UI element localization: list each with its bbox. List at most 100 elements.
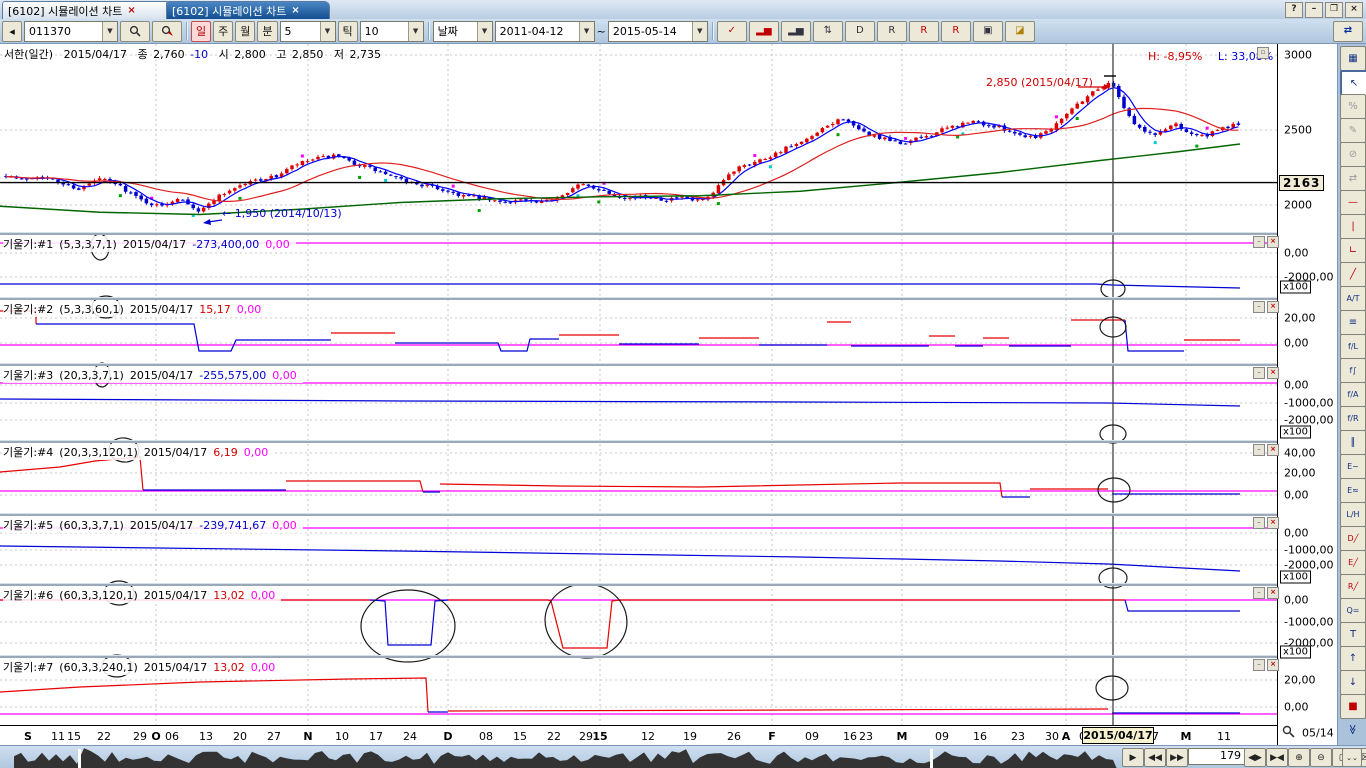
pattern-e-icon[interactable]: E╱ [1340,550,1366,575]
panel-splitter[interactable] [0,297,1277,300]
new-chart-button[interactable]: D [844,20,875,42]
text-tool-icon[interactable]: T [1340,622,1366,647]
rewind-button[interactable]: ◀◀ [1144,748,1166,767]
quote-icon[interactable]: Q= [1340,598,1366,623]
panel-close-icon[interactable]: × [1267,444,1279,456]
fib-curve-icon[interactable]: f∫ [1340,358,1366,383]
panel-splitter[interactable] [0,232,1277,235]
panel-close-icon[interactable]: × [1267,517,1279,529]
search-button[interactable] [120,20,150,42]
panel-minimize-icon[interactable]: – [1253,367,1265,379]
panel-close-icon[interactable]: × [1267,587,1279,599]
chevron-down-icon[interactable]: ▼ [476,21,492,41]
vertical-line-icon[interactable]: | [1340,214,1366,239]
period-minute-button[interactable]: 분 [257,20,278,42]
more-tools-icon[interactable]: ≫ [1346,724,1358,735]
restore-button[interactable]: ❐ [1325,2,1343,18]
period-week-button[interactable]: 주 [213,20,234,42]
minimize-button[interactable]: – [1305,2,1323,18]
panel-minimize-icon[interactable]: – [1253,659,1265,671]
maximize-icon[interactable]: ▫ [1257,47,1269,59]
chart-style-button[interactable]: ✓ [716,20,747,42]
period-month-button[interactable]: 월 [235,20,256,42]
chevron-down-icon[interactable]: ▼ [578,21,594,41]
scroll-more-icon[interactable]: ⌄⌄ [1342,748,1362,767]
parallel-channel-icon[interactable]: ∥ [1340,430,1366,455]
panel-minimize-icon[interactable]: – [1253,444,1265,456]
save-button[interactable]: ▣ [972,20,1003,42]
tick-combo[interactable]: 10 ▼ [359,20,424,42]
erase-icon[interactable]: ⊘ [1340,142,1366,167]
indicator-add-button[interactable]: ▂▅ [748,20,779,42]
fibonacci-lines-icon[interactable]: ≡ [1340,310,1366,335]
volume-navigator[interactable] [0,746,1120,768]
navigator-handle[interactable] [930,749,933,768]
panel-splitter[interactable] [0,655,1277,658]
panel-close-icon[interactable]: × [1267,236,1279,248]
period-tick-button[interactable]: 틱 [337,20,358,42]
sort-updown-button[interactable]: ⇅ [812,20,843,42]
chevron-down-icon[interactable]: ▼ [691,21,707,41]
minute-combo[interactable]: 5 ▼ [279,20,336,42]
horizontal-line-icon[interactable]: — [1340,190,1366,215]
panel-minimize-icon[interactable]: – [1253,517,1265,529]
arrow-up-icon[interactable]: ↑ [1340,646,1366,671]
edit-pen-icon[interactable]: ✎ [1340,118,1366,143]
panel-close-icon[interactable]: × [1267,301,1279,313]
play-button[interactable]: ▶ [1122,748,1144,767]
diagonal-line-icon[interactable]: ╱ [1340,262,1366,287]
fib-levels-icon[interactable]: f/L [1340,334,1366,359]
panel-minimize-icon[interactable]: – [1253,301,1265,313]
panel-splitter[interactable] [0,363,1277,366]
elliott-wave-icon[interactable]: E~ [1340,454,1366,479]
date-to-combo[interactable]: 2015-05-14 ▼ [607,20,708,42]
symbol-code-combo[interactable]: 011370 ▼ [24,20,118,42]
panel-splitter[interactable] [0,583,1277,586]
panel-close-icon[interactable]: × [1267,659,1279,671]
tab-close-icon[interactable]: × [127,5,136,16]
panel-splitter[interactable] [0,513,1277,516]
chevron-down-icon[interactable]: ▼ [102,21,117,41]
stop-marker-icon[interactable]: ■ [1340,694,1366,719]
tab-simulation-chart-1[interactable]: [6102] 시뮬레이션 차트 × [2,1,172,19]
fib-fan-icon[interactable]: f/A [1340,382,1366,407]
cursor-icon[interactable]: ↖ [1340,70,1366,97]
pattern-r-icon[interactable]: R╱ [1340,574,1366,599]
chevron-down-icon[interactable]: ▼ [319,21,335,41]
refresh-button[interactable]: ⇄ [1333,20,1363,42]
search-recent-button[interactable] [152,20,182,42]
navigator-handle[interactable] [78,749,81,768]
close-button[interactable]: × [1345,2,1363,18]
chart-layout-icon[interactable]: ▦ [1340,46,1366,71]
elliott-impulse-icon[interactable]: E≈ [1340,478,1366,503]
fast-forward-button[interactable]: ▶▶ [1166,748,1188,767]
date-from-combo[interactable]: 2011-04-12 ▼ [494,20,595,42]
tab-close-icon[interactable]: × [291,5,300,16]
high-low-icon[interactable]: L/H [1340,502,1366,527]
chevron-down-icon[interactable]: ▼ [407,21,423,41]
help-button[interactable]: ? [1285,2,1303,18]
zoom-out-button[interactable]: ⊖ [1310,748,1332,767]
percent-measure-icon[interactable]: % [1340,94,1366,119]
scroll-left-icon[interactable]: ◂ [2,20,22,42]
auto-trend-icon[interactable]: A/T [1340,286,1366,311]
fib-retracement-icon[interactable]: f/R [1340,406,1366,431]
frame-number-input[interactable]: 179 [1188,748,1246,765]
date-mode-combo[interactable]: 날짜 ▼ [432,20,493,42]
move-icon[interactable]: ⇄ [1340,166,1366,191]
zoom-in-button[interactable]: ⊕ [1288,748,1310,767]
tab-simulation-chart-2[interactable]: [6102] 시뮬레이션 차트 × [166,1,330,19]
screen-r-button[interactable]: R [876,20,907,42]
open-button[interactable]: ◪ [1004,20,1035,42]
panel-minimize-icon[interactable]: – [1253,587,1265,599]
step-buttons[interactable]: ◀▶ [1244,748,1266,767]
panel-minimize-icon[interactable]: – [1253,236,1265,248]
charts-r-button[interactable]: R [940,20,971,42]
panel-splitter[interactable] [0,440,1277,443]
indicator-bars-button[interactable]: ▂▅ [780,20,811,42]
arrow-down-icon[interactable]: ↓ [1340,670,1366,695]
chart-r-button[interactable]: R [908,20,939,42]
pattern-d-icon[interactable]: D╱ [1340,526,1366,551]
period-day-button[interactable]: 일 [191,20,212,42]
panel-close-icon[interactable]: × [1267,367,1279,379]
